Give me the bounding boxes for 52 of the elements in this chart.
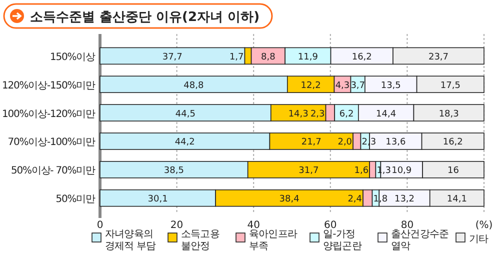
data-label: 1,6 xyxy=(354,166,369,176)
x-tick-label: 80 xyxy=(400,220,414,231)
x-tick-label: (%) xyxy=(475,220,493,231)
y-tick-label: 50%이상- 70%미만 xyxy=(10,166,96,177)
x-tick-label: 20 xyxy=(170,220,184,231)
data-label: 3,7 xyxy=(350,80,366,91)
data-label: 13,6 xyxy=(386,138,406,148)
legend-label: 자녀양육의 경제적 부담 xyxy=(105,229,156,252)
y-tick-label: 50%미만 xyxy=(56,194,96,206)
data-label: 4,3 xyxy=(335,80,350,91)
y-tick-label: 150%이상 xyxy=(50,52,96,63)
x-tick-label: 0 xyxy=(96,220,104,231)
data-label: 16,2 xyxy=(352,52,372,62)
legend-label: 일-가정 양립곤란 xyxy=(323,229,362,252)
data-label: 14,3 xyxy=(288,109,308,120)
data-label: 2,4 xyxy=(348,194,362,205)
legend-label: 기타 xyxy=(469,234,489,245)
data-label: 17,5 xyxy=(440,80,460,91)
data-label: 6,2 xyxy=(339,109,354,120)
data-label: 23,7 xyxy=(428,52,449,62)
data-label: 16 xyxy=(448,166,460,176)
data-label: 44,2 xyxy=(174,138,195,148)
x-tick-label: 60 xyxy=(324,220,337,231)
data-label: 2,3 xyxy=(310,109,325,120)
y-tick-label: 100%이상-120%미만 xyxy=(2,108,96,120)
data-label: 14,1 xyxy=(446,194,467,205)
data-label: 12,2 xyxy=(300,80,321,91)
x-tick-label: 40 xyxy=(247,220,260,231)
data-label: 14,4 xyxy=(376,109,396,120)
data-label: 13,2 xyxy=(394,194,415,205)
data-label: 8,8 xyxy=(261,52,276,62)
data-label: 13,5 xyxy=(380,80,401,91)
data-label: 37,7 xyxy=(162,52,182,62)
legend-label: 육아인프라 부족 xyxy=(249,229,298,252)
data-label: 10,9 xyxy=(392,166,412,176)
data-label: 1,7 xyxy=(229,52,244,62)
data-label: 38,4 xyxy=(279,194,300,205)
data-label: 2,0 xyxy=(338,138,352,148)
y-tick-label: 70%이상-100%미만 xyxy=(8,137,96,148)
data-label: 48,8 xyxy=(184,80,204,91)
data-label: 44,5 xyxy=(175,109,196,120)
data-label: 31,7 xyxy=(298,166,319,176)
data-label: 11,9 xyxy=(298,52,318,62)
chart-title: 소득수준별 출산중단 이유(2자녀 이하) xyxy=(30,10,260,25)
data-label: 18,3 xyxy=(438,109,459,120)
y-tick-label: 120%이상-150%미만 xyxy=(2,80,96,92)
data-label: 30,1 xyxy=(148,194,168,205)
legend-label: 출산건강수준 열악 xyxy=(391,229,449,252)
data-label: 16,2 xyxy=(442,138,463,148)
legend-label: 소득고용 불안정 xyxy=(181,229,220,252)
data-label: 21,7 xyxy=(301,138,322,148)
data-label: 38,5 xyxy=(164,166,184,176)
